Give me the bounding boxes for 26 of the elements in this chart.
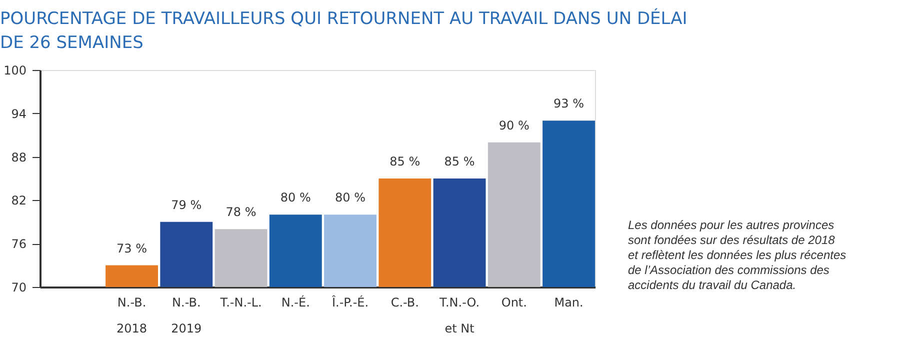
data-label: 85 % (390, 154, 420, 168)
data-label: 90 % (498, 118, 530, 132)
data-label: 73 % (116, 241, 148, 256)
data-label: 80 % (280, 190, 311, 205)
x-tick-label: T.N.-O. et Nt (438, 296, 480, 336)
y-tick-label: 70 (11, 280, 26, 294)
x-tick-label: N.-B. 2018 (116, 296, 148, 336)
data-label: 79 % (171, 198, 202, 212)
y-tick-label: 76 (11, 237, 26, 252)
y-tick-label: 82 (11, 194, 26, 208)
x-tick-label: T.-N.-L. (219, 296, 262, 310)
x-tick-label: Ont. (501, 296, 527, 310)
x-tick-label: N.-B. 2019 (171, 296, 202, 336)
data-label: 80 % (335, 190, 366, 205)
text: Les données pour les autres provinces sont fondées sur des résultats de 2018 et reflètent les données les plus récentes de l’Association des commissions des accidents du travail du Canada. (628, 218, 846, 292)
y-tick-label: 94 (11, 106, 26, 121)
data-label: 78 % (226, 205, 256, 220)
x-tick-label: N.-É. (281, 294, 310, 310)
y-tick-label: 100 (4, 64, 26, 78)
data-label: 93 % (554, 96, 584, 111)
chart-title: POURCENTAGE DE TRAVAILLEURS QUI RETOURNENT AU TRAVAIL DANS UN DÉLAI DE 26 SEMAINES (0, 8, 688, 53)
x-tick-label: Man. (554, 296, 584, 310)
x-tick-label: Î.-P.-É. (332, 294, 369, 310)
y-tick-label: 88 (11, 150, 26, 164)
x-tick-label: C.-B. (390, 296, 419, 310)
data-label: 85 % (444, 154, 475, 168)
